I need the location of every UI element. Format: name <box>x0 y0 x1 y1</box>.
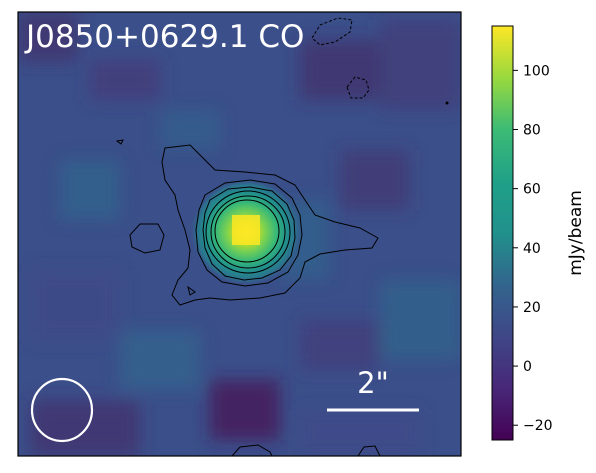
colorbar-tick-label: 0 <box>523 359 532 375</box>
sky-map-panel: 2" J0850+0629.1 CO <box>18 12 461 456</box>
colorbar-tick-label: −20 <box>523 418 553 434</box>
sky-map-frame <box>17 11 462 457</box>
contour-2 <box>195 179 303 287</box>
contour-bottom-2 <box>357 445 381 456</box>
contour-6 <box>214 199 280 263</box>
contours <box>115 17 449 456</box>
contour-tick <box>115 139 124 145</box>
contour-4 <box>205 190 291 274</box>
contour-negative-2 <box>311 17 353 46</box>
colorbar: 100 80 60 40 20 0 −20 mJy/beam <box>491 25 586 441</box>
peak-pixel <box>232 215 260 245</box>
contour-5 <box>210 195 286 269</box>
contour-bottom-1 <box>231 444 273 456</box>
contour-small-island <box>187 285 196 296</box>
contour-left-island <box>129 223 165 254</box>
colorbar-tick-label: 60 <box>523 182 541 198</box>
colorbar-gradient <box>491 25 514 441</box>
image-label: J0850+0629.1 CO <box>24 19 304 55</box>
colorbar-tick-label: 100 <box>523 63 550 79</box>
colorbar-tick-label: 20 <box>523 300 541 316</box>
contour-outer <box>161 144 379 306</box>
noise-texture <box>18 12 461 456</box>
contour-dot <box>445 101 449 105</box>
beam-ellipse <box>30 377 94 443</box>
colorbar-ticks: 100 80 60 40 20 0 −20 <box>513 63 553 434</box>
colorbar-tick-label: 80 <box>523 123 541 139</box>
colorbar-tick-label: 40 <box>523 241 541 257</box>
scale-bar-label: 2" <box>357 366 389 400</box>
colorbar-label: mJy/beam <box>566 190 586 276</box>
contour-negative-1 <box>346 76 370 99</box>
contour-3 <box>202 186 296 281</box>
